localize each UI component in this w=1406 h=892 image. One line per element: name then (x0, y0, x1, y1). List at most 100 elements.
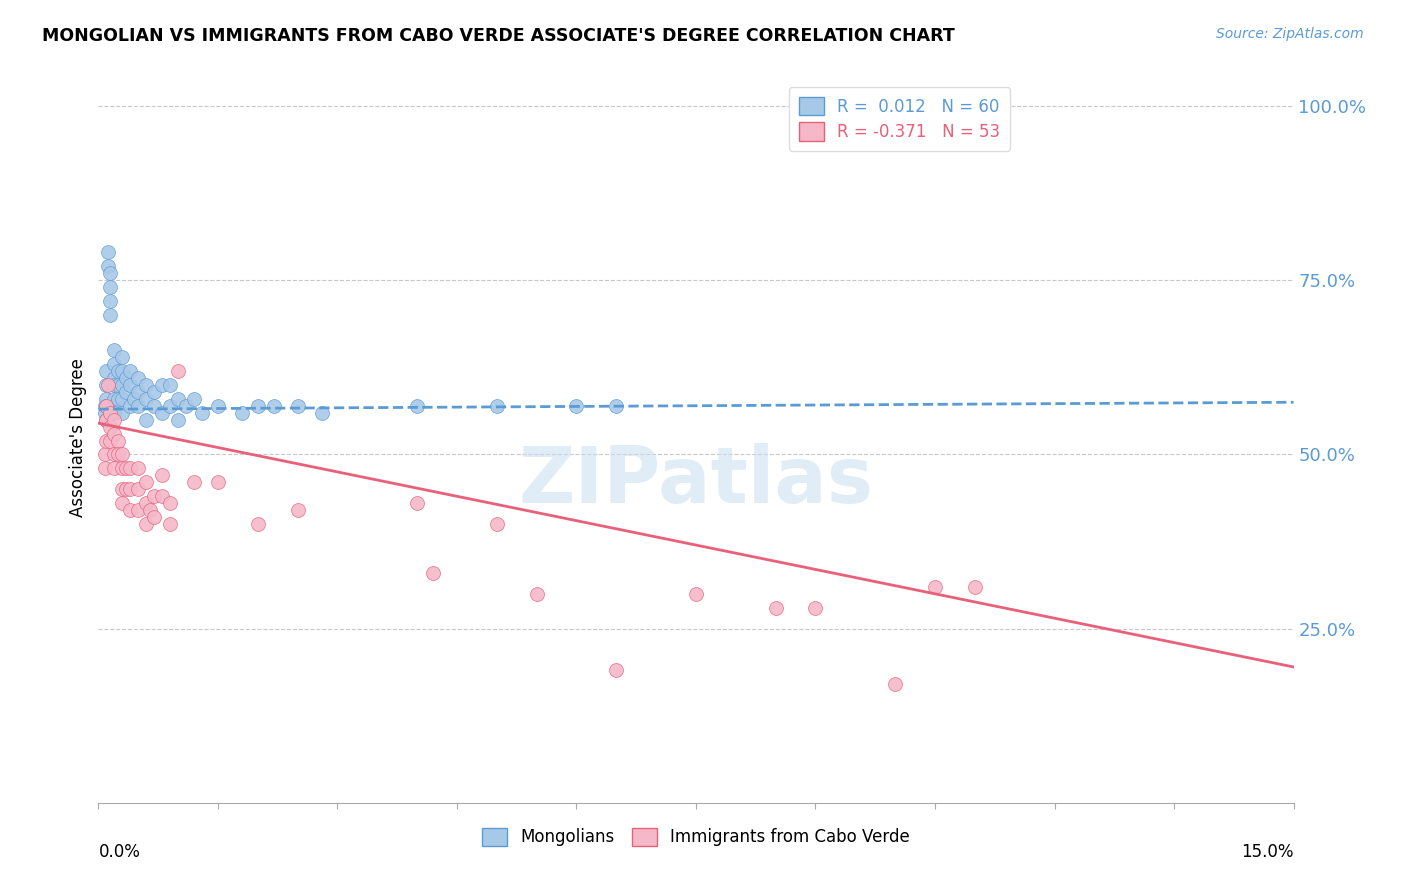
Point (96, 434, 118, 448)
Legend: Mongolians, Immigrants from Cabo Verde: Mongolians, Immigrants from Cabo Verde (475, 821, 917, 853)
Text: 0.0%: 0.0% (98, 843, 141, 861)
Point (96, 412, 118, 426)
Point (963, 580, 986, 594)
Point (143, 399, 166, 413)
Point (120, 483, 142, 497)
Point (167, 392, 190, 406)
Point (139, 503, 162, 517)
Point (135, 392, 157, 406)
Point (107, 364, 129, 378)
Point (98, 434, 122, 448)
Point (526, 587, 548, 601)
Point (120, 364, 142, 378)
Point (103, 377, 125, 392)
Point (120, 377, 142, 392)
Point (120, 461, 142, 475)
Point (207, 475, 229, 490)
Point (96, 377, 118, 392)
Point (115, 384, 138, 399)
Text: Source: ZipAtlas.com: Source: ZipAtlas.com (1216, 27, 1364, 41)
Point (96, 399, 118, 413)
Point (120, 399, 142, 413)
Point (135, 377, 157, 392)
Point (246, 399, 269, 413)
Point (98, 266, 122, 280)
Point (246, 517, 269, 532)
Point (159, 399, 181, 413)
Point (167, 364, 190, 378)
Point (143, 384, 166, 399)
Point (96, 399, 118, 413)
Point (111, 496, 134, 510)
Point (159, 496, 181, 510)
Point (98, 280, 122, 294)
Point (605, 664, 627, 678)
Point (127, 384, 149, 399)
Y-axis label: Associate's Degree: Associate's Degree (69, 358, 87, 516)
Point (103, 371, 125, 385)
Point (111, 406, 134, 420)
Point (143, 489, 166, 503)
Point (98, 308, 122, 322)
Point (150, 406, 173, 420)
Point (765, 600, 787, 615)
Point (135, 517, 157, 532)
Point (207, 399, 229, 413)
Point (159, 377, 181, 392)
Point (111, 377, 134, 392)
Point (263, 399, 285, 413)
Point (406, 399, 429, 413)
Point (96, 392, 118, 406)
Point (120, 503, 142, 517)
Point (565, 399, 588, 413)
Point (124, 392, 146, 406)
Point (115, 371, 138, 385)
Point (167, 412, 190, 426)
Point (287, 503, 309, 517)
Point (94, 406, 117, 420)
Point (485, 399, 508, 413)
Point (406, 496, 429, 510)
Point (884, 677, 907, 691)
Point (94, 448, 117, 462)
Point (103, 412, 125, 426)
Point (107, 392, 129, 406)
Point (115, 461, 138, 475)
Point (98, 406, 122, 420)
Point (111, 392, 134, 406)
Text: ZIPatlas: ZIPatlas (519, 443, 873, 519)
Point (804, 600, 827, 615)
Point (287, 399, 309, 413)
Point (135, 496, 157, 510)
Point (94, 461, 117, 475)
Point (103, 357, 125, 371)
Point (150, 468, 173, 483)
Point (97, 245, 120, 260)
Point (183, 392, 205, 406)
Point (924, 580, 946, 594)
Point (103, 461, 125, 475)
Point (115, 483, 138, 497)
Point (231, 406, 253, 420)
Point (98, 419, 122, 434)
Point (97, 377, 120, 392)
Point (685, 587, 707, 601)
Point (605, 399, 627, 413)
Point (97, 260, 120, 274)
Point (96, 364, 118, 378)
Text: 15.0%: 15.0% (1241, 843, 1294, 861)
Point (127, 461, 149, 475)
Point (103, 406, 125, 420)
Point (311, 406, 333, 420)
Point (127, 503, 149, 517)
Point (174, 399, 197, 413)
Point (103, 448, 125, 462)
Point (96, 412, 118, 426)
Point (107, 434, 129, 448)
Point (127, 483, 149, 497)
Point (111, 350, 134, 364)
Point (422, 566, 444, 580)
Point (159, 517, 181, 532)
Point (103, 426, 125, 441)
Text: MONGOLIAN VS IMMIGRANTS FROM CABO VERDE ASSOCIATE'S DEGREE CORRELATION CHART: MONGOLIAN VS IMMIGRANTS FROM CABO VERDE … (42, 27, 955, 45)
